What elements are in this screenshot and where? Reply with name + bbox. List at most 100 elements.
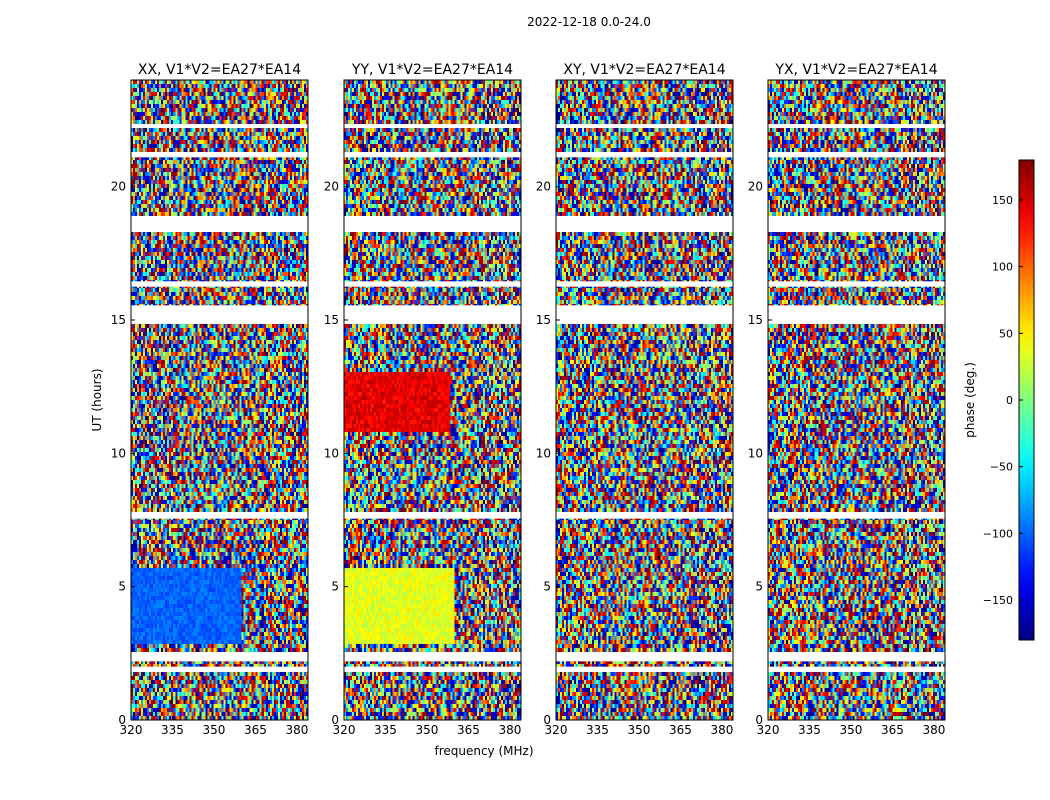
x-tick-label-xx-320: 320 bbox=[120, 723, 143, 737]
flagged-gap-yy-2 bbox=[344, 666, 521, 672]
flagged-gap-yx-2 bbox=[768, 666, 945, 672]
colorbar-tick-label--150: −150 bbox=[983, 594, 1013, 607]
x-tick-label-xx-365: 365 bbox=[244, 723, 267, 737]
flagged-gap-xx-3 bbox=[131, 216, 308, 232]
colorbar-tick-label-0: 0 bbox=[1006, 394, 1013, 407]
flagged-gap-yy-4 bbox=[344, 512, 521, 519]
x-tick-label-yx-380: 380 bbox=[922, 723, 945, 737]
y-tick-label-yy-20: 20 bbox=[324, 180, 339, 194]
y-tick-label-xy-20: 20 bbox=[536, 180, 551, 194]
y-tick-label-xy-0: 0 bbox=[543, 713, 551, 727]
flagged-gap-xx-0 bbox=[131, 305, 308, 324]
colorbar-label: phase (deg.) bbox=[963, 362, 977, 438]
panel-yx: YX, V1*V2=EA27*EA14 320 335 350 365 380 0 5 10 15… bbox=[748, 62, 946, 737]
axes-frame-yy bbox=[343, 79, 522, 721]
x-tick-label-yx-335: 335 bbox=[798, 723, 821, 737]
x-tick-label-xy-335: 335 bbox=[586, 723, 609, 737]
x-tick-label-xy-320: 320 bbox=[545, 723, 568, 737]
x-tick-label-xy-380: 380 bbox=[710, 723, 733, 737]
flagged-gap-xx-7 bbox=[131, 124, 308, 128]
x-tick-label-yy-350: 350 bbox=[416, 723, 439, 737]
y-tick-label-xx-20: 20 bbox=[111, 180, 126, 194]
flagged-gap-yx-0 bbox=[768, 305, 945, 324]
colorbar-tick-label-150: 150 bbox=[992, 194, 1013, 207]
flagged-gap-yx-5 bbox=[768, 281, 945, 287]
y-tick-label-xy-5: 5 bbox=[543, 580, 551, 594]
y-tick-label-yy-10: 10 bbox=[324, 446, 339, 460]
panel-title-yx: YX, V1*V2=EA27*EA14 bbox=[774, 62, 937, 78]
colorbar: −150 −100 −50 0 50 100 150 phase (deg.) bbox=[963, 159, 1035, 641]
y-tick-label-yx-20: 20 bbox=[748, 180, 763, 194]
panel-xx: XX, V1*V2=EA27*EA14 320 335 350 365 380 0 5 10 15… bbox=[111, 62, 309, 737]
panel-title-xx: XX, V1*V2=EA27*EA14 bbox=[138, 62, 301, 78]
flagged-gap-xy-6 bbox=[556, 152, 733, 158]
flagged-gap-yy-0 bbox=[344, 305, 521, 324]
axes-frame-yx bbox=[767, 79, 946, 721]
heatmap-xx bbox=[131, 80, 308, 720]
flagged-gap-yx-4 bbox=[768, 512, 945, 519]
flagged-gap-yx-1 bbox=[768, 652, 945, 662]
x-tick-label-yy-320: 320 bbox=[333, 723, 356, 737]
flagged-gap-xx-4 bbox=[131, 512, 308, 519]
x-tick-label-xy-365: 365 bbox=[669, 723, 692, 737]
panel-title-yy: YY, V1*V2=EA27*EA14 bbox=[351, 62, 513, 78]
flagged-gap-yx-3 bbox=[768, 216, 945, 232]
flagged-gap-xx-1 bbox=[131, 652, 308, 662]
flagged-gap-xy-5 bbox=[556, 281, 733, 287]
flagged-gap-xy-0 bbox=[556, 305, 733, 324]
flagged-gap-xy-2 bbox=[556, 666, 733, 672]
x-tick-label-yy-380: 380 bbox=[498, 723, 521, 737]
flagged-gap-yy-1 bbox=[344, 652, 521, 662]
y-tick-label-yx-15: 15 bbox=[748, 313, 763, 327]
x-tick-label-xx-335: 335 bbox=[161, 723, 184, 737]
flagged-gap-yy-3 bbox=[344, 216, 521, 232]
x-tick-label-yx-365: 365 bbox=[881, 723, 904, 737]
x-tick-label-yy-335: 335 bbox=[374, 723, 397, 737]
flagged-gap-xy-3 bbox=[556, 216, 733, 232]
panel-title-xy: XY, V1*V2=EA27*EA14 bbox=[563, 62, 725, 78]
flagged-gap-xy-4 bbox=[556, 512, 733, 519]
panel-yy: YY, V1*V2=EA27*EA14 320 335 350 365 380 0 5 10 15… bbox=[324, 62, 522, 737]
y-tick-label-yy-15: 15 bbox=[324, 313, 339, 327]
flagged-gap-xx-6 bbox=[131, 152, 308, 158]
y-tick-label-xy-10: 10 bbox=[536, 446, 551, 460]
x-tick-label-yy-365: 365 bbox=[457, 723, 480, 737]
flagged-gap-xy-1 bbox=[556, 652, 733, 662]
y-tick-label-yy-5: 5 bbox=[331, 580, 339, 594]
y-tick-label-yx-5: 5 bbox=[755, 580, 763, 594]
flagged-gap-yy-6 bbox=[344, 152, 521, 158]
x-axis-label: frequency (MHz) bbox=[434, 744, 533, 758]
flagged-gap-yx-6 bbox=[768, 152, 945, 158]
x-tick-label-yx-350: 350 bbox=[840, 723, 863, 737]
panel-xy: XY, V1*V2=EA27*EA14 320 335 350 365 380 0 5 10 15… bbox=[536, 62, 734, 737]
x-tick-label-xx-350: 350 bbox=[203, 723, 226, 737]
colorbar-tick-label--50: −50 bbox=[990, 461, 1013, 474]
flagged-gap-yy-5 bbox=[344, 281, 521, 287]
flagged-gap-xy-7 bbox=[556, 124, 733, 128]
heatmap-xy bbox=[556, 80, 733, 720]
colorbar-tick-label-100: 100 bbox=[992, 261, 1013, 274]
heatmap-yx bbox=[768, 80, 945, 720]
flagged-gap-xx-2 bbox=[131, 666, 308, 672]
axes-frame-xy bbox=[555, 79, 734, 721]
y-tick-label-xx-15: 15 bbox=[111, 313, 126, 327]
y-tick-label-xx-5: 5 bbox=[118, 580, 126, 594]
y-tick-label-xx-10: 10 bbox=[111, 446, 126, 460]
flagged-gap-yy-7 bbox=[344, 124, 521, 128]
colorbar-tick-label-50: 50 bbox=[999, 327, 1013, 340]
x-tick-label-yx-320: 320 bbox=[757, 723, 780, 737]
x-tick-label-xy-350: 350 bbox=[628, 723, 651, 737]
y-tick-label-xx-0: 0 bbox=[118, 713, 126, 727]
x-tick-label-xx-380: 380 bbox=[285, 723, 308, 737]
panels: XX, V1*V2=EA27*EA14 320 335 350 365 380 0 5 10 15… bbox=[111, 62, 946, 737]
colorbar-tick-label--100: −100 bbox=[983, 527, 1013, 540]
axes-frame-xx bbox=[130, 79, 309, 721]
suptitle: 2022-12-18 0.0-24.0 bbox=[527, 15, 651, 29]
heatmap-yy bbox=[344, 80, 521, 720]
flagged-gap-yx-7 bbox=[768, 124, 945, 128]
y-tick-label-xy-15: 15 bbox=[536, 313, 551, 327]
y-axis-label: UT (hours) bbox=[90, 368, 104, 431]
flagged-gap-xx-5 bbox=[131, 281, 308, 287]
y-tick-label-yx-10: 10 bbox=[748, 446, 763, 460]
